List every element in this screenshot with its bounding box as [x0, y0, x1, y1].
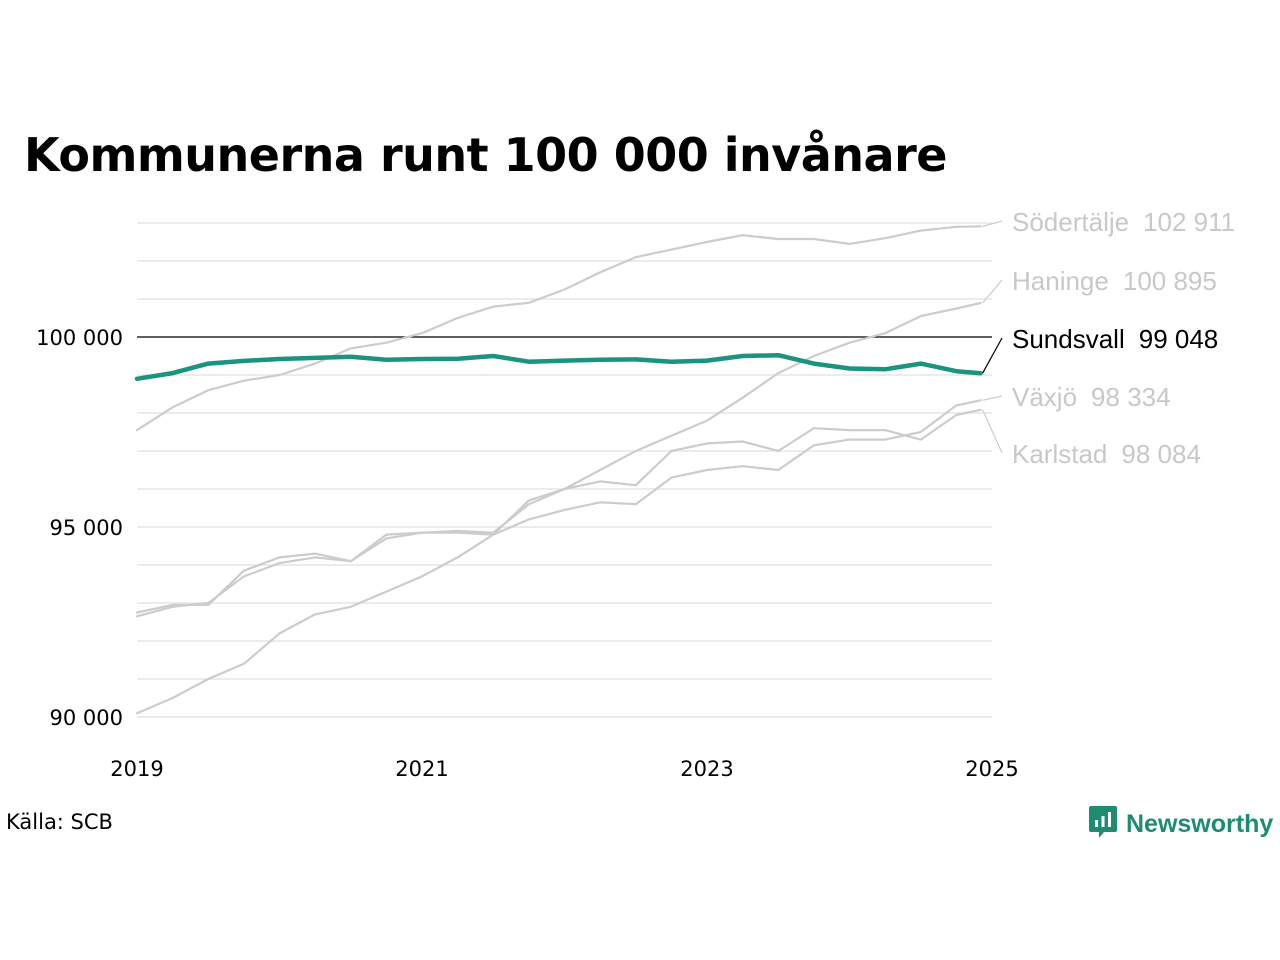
series-label-växjö: Växjö 98 334	[1012, 382, 1171, 412]
source-note: Källa: SCB	[6, 810, 113, 834]
series-line-södertälje	[135, 225, 982, 432]
label-leader-line	[982, 337, 1003, 374]
y-tick-label: 95 000	[50, 516, 123, 540]
series-label-karlstad: Karlstad 98 084	[1012, 439, 1201, 469]
label-leader-line	[982, 279, 1003, 304]
series-lines	[134, 225, 983, 715]
label-leader-line	[982, 409, 1003, 454]
x-tick-label: 2019	[110, 757, 163, 781]
series-end-value: 98 334	[1091, 382, 1171, 412]
x-axis: 2019 2021 2023 2025	[110, 757, 1018, 781]
x-tick-label: 2023	[680, 757, 733, 781]
newsworthy-logo-icon	[1088, 804, 1118, 844]
series-name: Karlstad	[1012, 439, 1107, 469]
series-end-value: 102 911	[1143, 207, 1235, 237]
series-line-sundsvall	[134, 352, 983, 382]
series-name: Sundsvall	[1012, 324, 1125, 354]
x-tick-label: 2025	[965, 757, 1018, 781]
series-end-value: 98 084	[1121, 439, 1201, 469]
series-line-karlstad	[135, 408, 982, 614]
series-labels: Södertälje 102 911 Haninge 100 895 Sundsvall…	[982, 207, 1235, 469]
series-name: Södertälje	[1012, 207, 1129, 237]
brand-logo[interactable]: Newsworthy	[1088, 804, 1273, 844]
y-tick-label: 100 000	[36, 326, 123, 350]
series-label-haninge: Haninge 100 895	[1012, 266, 1217, 296]
y-axis: 90 000 95 000 100 000	[36, 326, 123, 730]
series-label-sundsvall: Sundsvall 99 048	[1012, 324, 1218, 354]
chart-title: Kommunerna runt 100 000 invånare	[24, 128, 947, 182]
series-line-haninge	[135, 301, 982, 715]
label-leader-line	[982, 220, 1003, 227]
x-tick-label: 2021	[395, 757, 448, 781]
series-end-value: 99 048	[1139, 324, 1219, 354]
brand-name: Newsworthy	[1126, 809, 1274, 838]
line-chart: 90 000 95 000 100 000 2019 2021 2023 2025 Söd…	[36, 207, 1235, 781]
series-line-växjö	[135, 399, 982, 618]
grid-lines	[137, 222, 992, 718]
series-name: Haninge	[1012, 266, 1109, 296]
y-tick-label: 90 000	[50, 706, 123, 730]
label-leader-line	[982, 395, 1003, 401]
series-end-value: 100 895	[1123, 266, 1217, 296]
series-label-södertälje: Södertälje 102 911	[1012, 207, 1235, 237]
series-name: Växjö	[1012, 382, 1077, 412]
